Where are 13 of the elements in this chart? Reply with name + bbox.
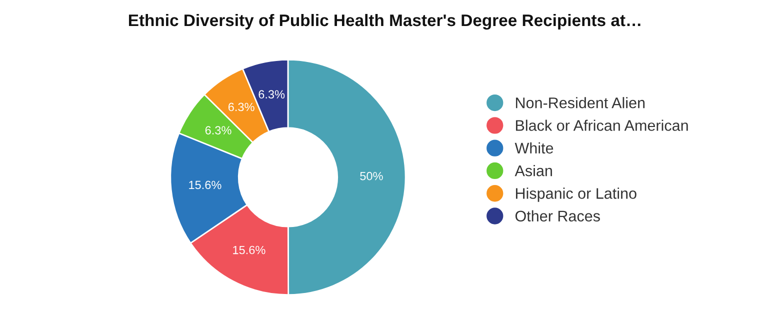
legend-label: Black or African American <box>516 120 688 131</box>
data-label: 6.3% <box>205 126 232 134</box>
legend-label: Asian <box>514 165 552 176</box>
legend-label: Other Races <box>515 210 600 222</box>
data-label: 15.6% <box>189 180 222 190</box>
legend-label: Hispanic or Latino <box>516 188 636 202</box>
legend-label: Non-Resident Alien <box>516 97 645 108</box>
data-label: 6.3% <box>228 102 254 112</box>
data-label: 6.3% <box>258 90 285 99</box>
legend-label: White <box>514 142 554 154</box>
chart-title: Ethnic Diversity of Public Health Master's Degree Recipients at… <box>128 14 640 30</box>
data-label: 50% <box>360 172 383 180</box>
data-label: 15.6% <box>233 246 266 254</box>
